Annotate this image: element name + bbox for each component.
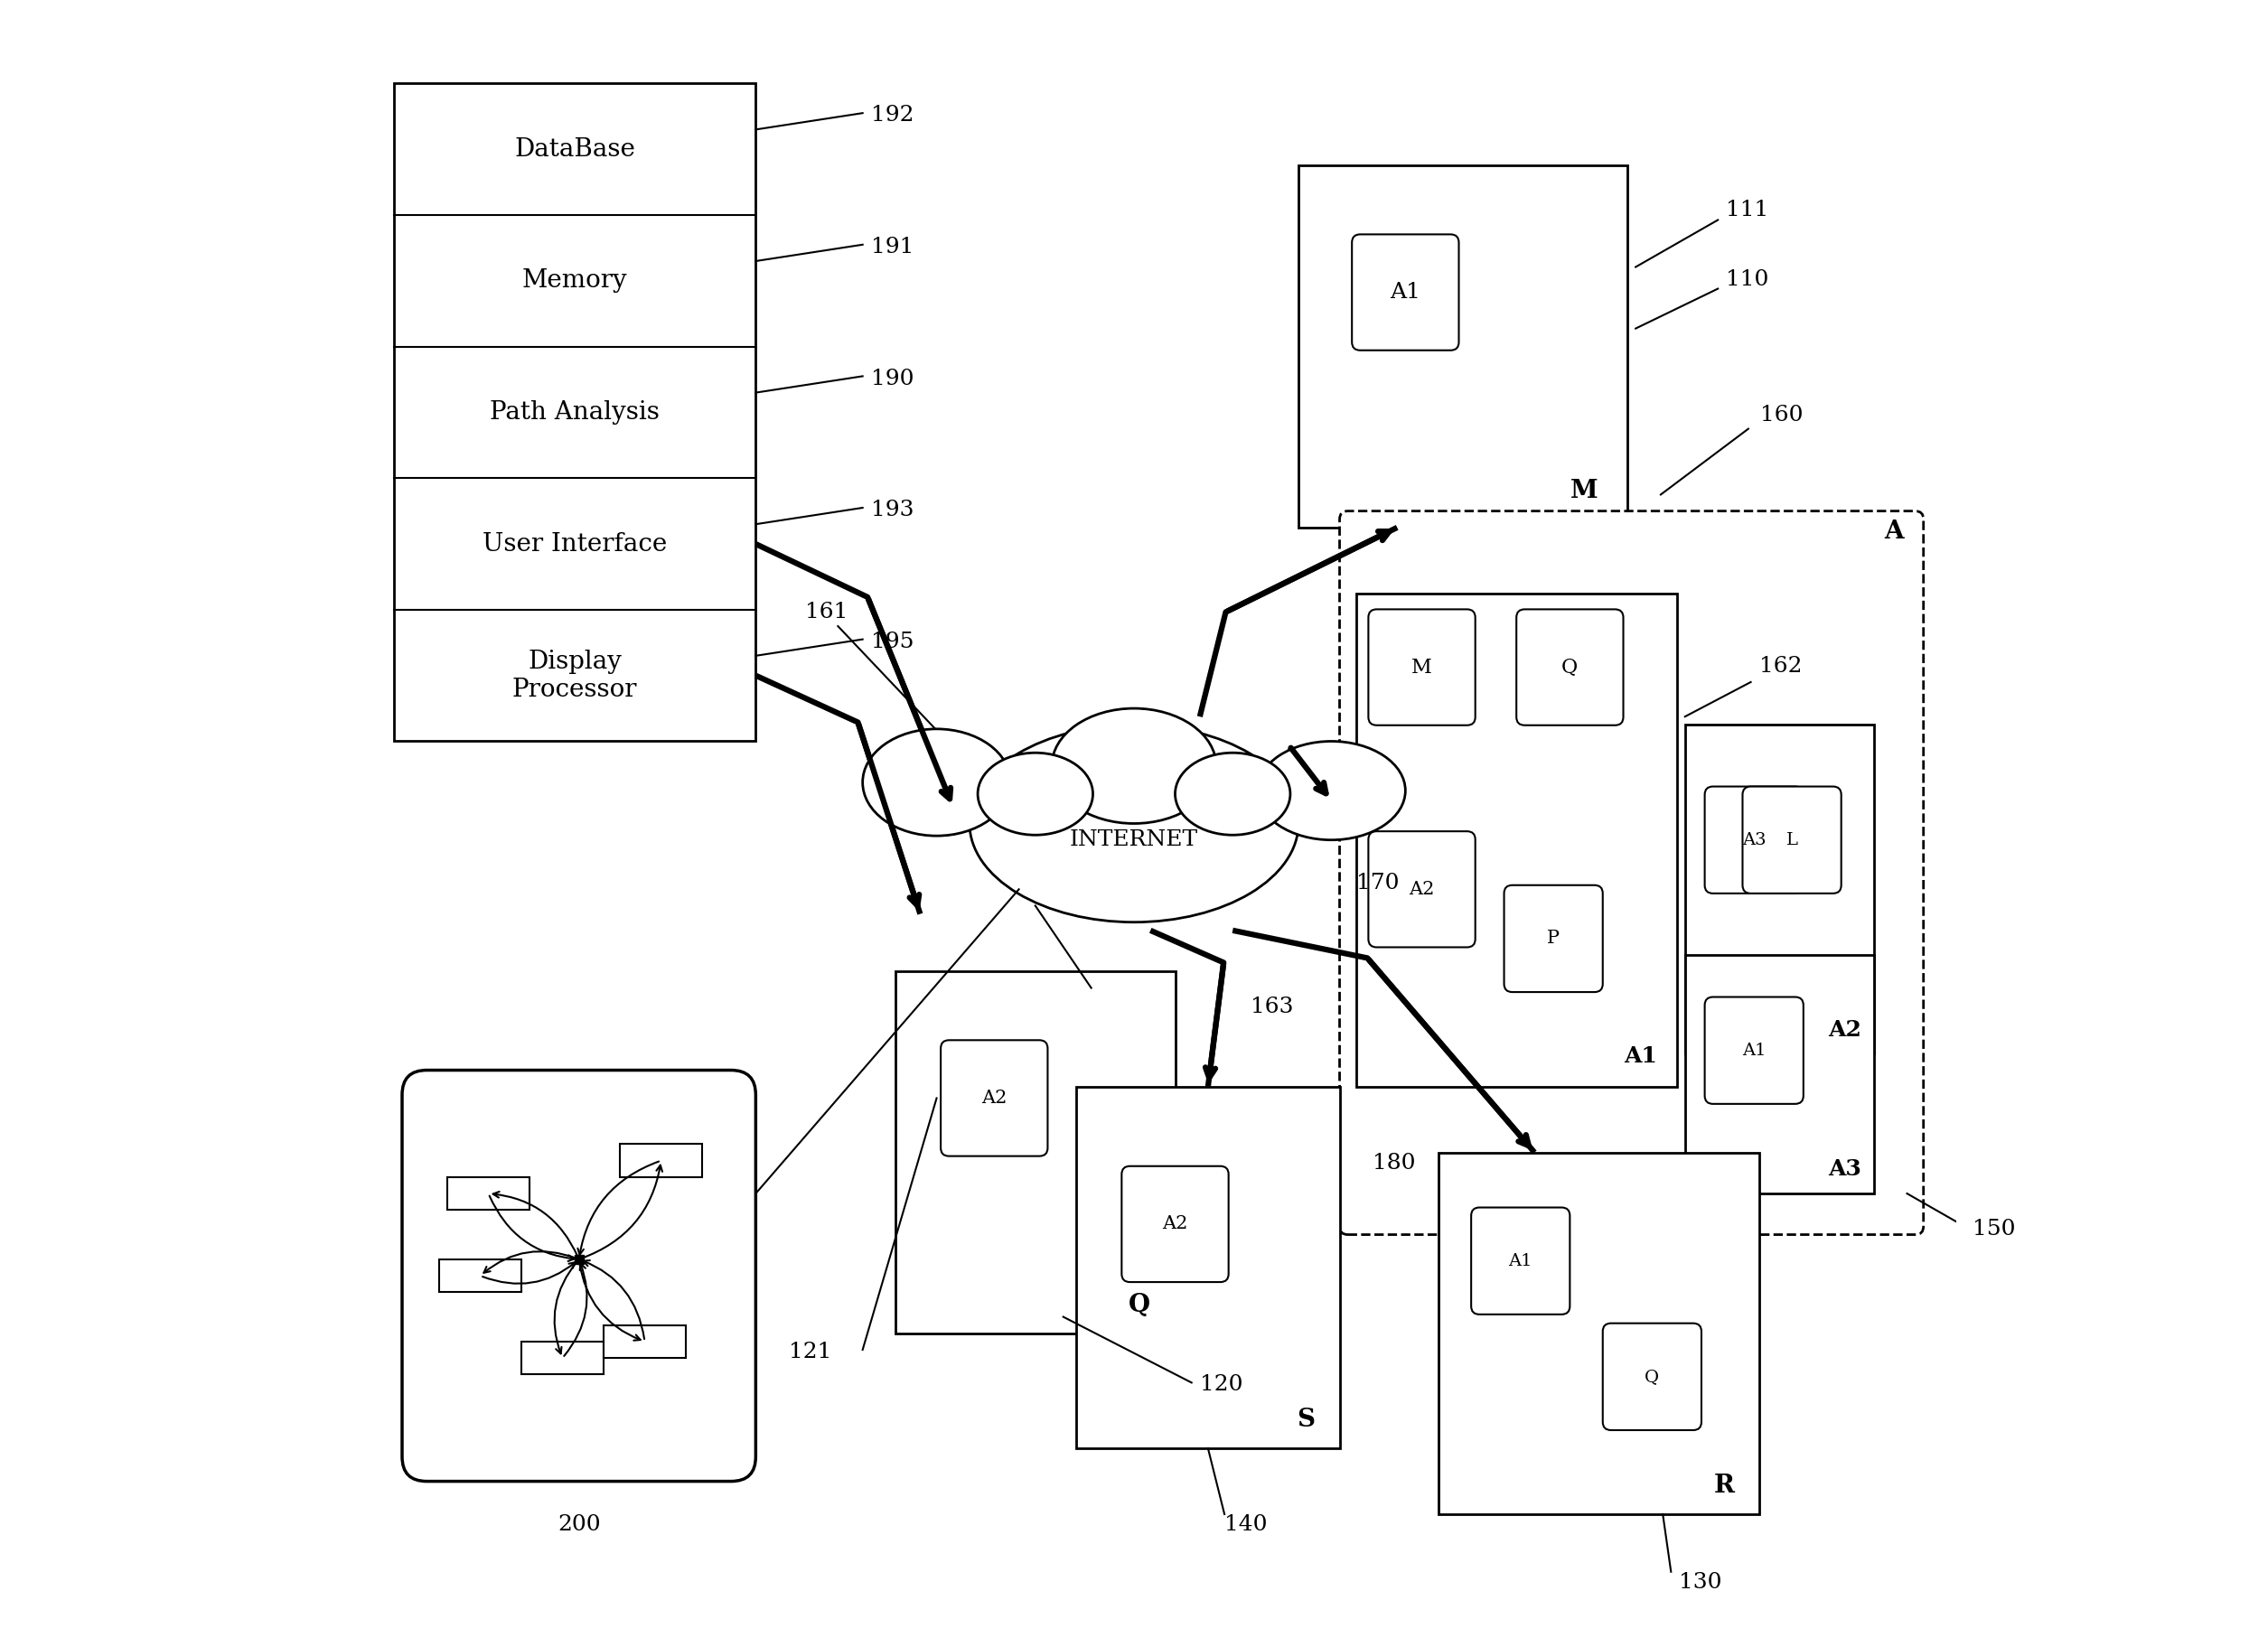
FancyBboxPatch shape [1123, 1166, 1229, 1281]
Bar [1077, 1087, 1340, 1448]
Text: A: A [1885, 519, 1903, 544]
Text: A2: A2 [1161, 1215, 1188, 1232]
Text: DataBase: DataBase [515, 137, 635, 161]
Bar [1438, 1153, 1760, 1514]
Bar [440, 1260, 522, 1293]
Text: 150: 150 [1973, 1219, 2016, 1239]
FancyBboxPatch shape [1340, 511, 1923, 1235]
FancyArrowPatch shape [860, 725, 919, 906]
Text: L: L [1785, 832, 1799, 848]
FancyBboxPatch shape [1742, 787, 1842, 893]
Text: 121: 121 [789, 1342, 832, 1362]
Text: 170: 170 [1356, 873, 1399, 894]
Ellipse shape [1175, 753, 1290, 835]
Text: 200: 200 [558, 1514, 601, 1535]
Text: 193: 193 [871, 499, 914, 520]
FancyBboxPatch shape [1706, 996, 1803, 1103]
Bar [1356, 593, 1676, 1087]
FancyArrowPatch shape [492, 1192, 578, 1257]
Ellipse shape [1052, 708, 1216, 824]
Text: M: M [1569, 478, 1599, 502]
FancyBboxPatch shape [401, 1071, 755, 1481]
Text: Path Analysis: Path Analysis [490, 400, 660, 425]
Text: M: M [1411, 657, 1431, 677]
Text: Q: Q [1563, 657, 1579, 677]
FancyArrowPatch shape [583, 1260, 644, 1339]
Text: Memory: Memory [522, 268, 628, 293]
Text: 140: 140 [1225, 1514, 1268, 1535]
Text: A2: A2 [1408, 881, 1436, 898]
FancyBboxPatch shape [1706, 787, 1803, 893]
Bar [603, 1326, 685, 1359]
Ellipse shape [968, 725, 1300, 922]
FancyArrowPatch shape [1293, 749, 1327, 794]
Text: 195: 195 [871, 631, 914, 652]
Text: Q: Q [1644, 1369, 1660, 1385]
Text: A1: A1 [1508, 1253, 1533, 1270]
FancyBboxPatch shape [1368, 832, 1474, 947]
Text: A1: A1 [1742, 1043, 1767, 1059]
Text: Display
Processor: Display Processor [513, 649, 637, 702]
FancyArrowPatch shape [581, 1164, 662, 1258]
Text: A3: A3 [1742, 832, 1767, 848]
Text: S: S [1297, 1408, 1315, 1431]
Text: 160: 160 [1760, 404, 1803, 425]
Ellipse shape [862, 730, 1012, 835]
Text: 120: 120 [1200, 1375, 1243, 1395]
FancyArrowPatch shape [553, 1262, 578, 1354]
FancyBboxPatch shape [941, 1041, 1048, 1156]
Text: 191: 191 [871, 237, 914, 257]
Bar [619, 1145, 703, 1178]
Bar [1300, 166, 1628, 527]
FancyArrowPatch shape [565, 1263, 587, 1355]
FancyArrowPatch shape [483, 1252, 576, 1273]
Bar [1685, 725, 1873, 1054]
Text: 162: 162 [1760, 656, 1801, 677]
Text: 130: 130 [1678, 1571, 1721, 1593]
Ellipse shape [978, 753, 1093, 835]
FancyArrowPatch shape [578, 1161, 658, 1255]
FancyArrowPatch shape [1204, 965, 1222, 1077]
FancyArrowPatch shape [578, 1262, 640, 1341]
Text: A1: A1 [1624, 1046, 1658, 1067]
Ellipse shape [1256, 741, 1406, 840]
Text: A2: A2 [1828, 1019, 1862, 1041]
Text: INTERNET: INTERNET [1070, 830, 1198, 850]
Text: A2: A2 [982, 1090, 1007, 1107]
FancyArrowPatch shape [1227, 532, 1390, 611]
FancyArrowPatch shape [483, 1262, 576, 1283]
FancyBboxPatch shape [1504, 884, 1603, 991]
FancyBboxPatch shape [1368, 609, 1474, 725]
Text: R: R [1715, 1474, 1735, 1497]
Bar [896, 972, 1175, 1334]
Bar [395, 84, 755, 741]
FancyBboxPatch shape [1472, 1207, 1569, 1314]
FancyBboxPatch shape [1517, 609, 1624, 725]
Bar [1685, 955, 1873, 1194]
Text: A1: A1 [1390, 282, 1420, 303]
FancyArrowPatch shape [490, 1196, 574, 1262]
Text: 111: 111 [1726, 199, 1769, 221]
FancyBboxPatch shape [1603, 1323, 1701, 1430]
FancyArrowPatch shape [869, 600, 950, 799]
Text: 192: 192 [871, 105, 914, 125]
Text: P: P [1547, 931, 1560, 947]
Text: 161: 161 [805, 601, 848, 623]
Text: 180: 180 [1372, 1153, 1415, 1173]
Text: A3: A3 [1828, 1159, 1862, 1181]
FancyBboxPatch shape [1352, 234, 1458, 351]
Text: 163: 163 [1250, 996, 1293, 1018]
FancyArrowPatch shape [1370, 960, 1529, 1146]
Text: User Interface: User Interface [483, 532, 667, 557]
Bar [522, 1342, 603, 1374]
Bar [447, 1178, 528, 1211]
Text: 190: 190 [871, 369, 914, 389]
Text: 110: 110 [1726, 268, 1769, 290]
Text: Q: Q [1129, 1293, 1150, 1318]
